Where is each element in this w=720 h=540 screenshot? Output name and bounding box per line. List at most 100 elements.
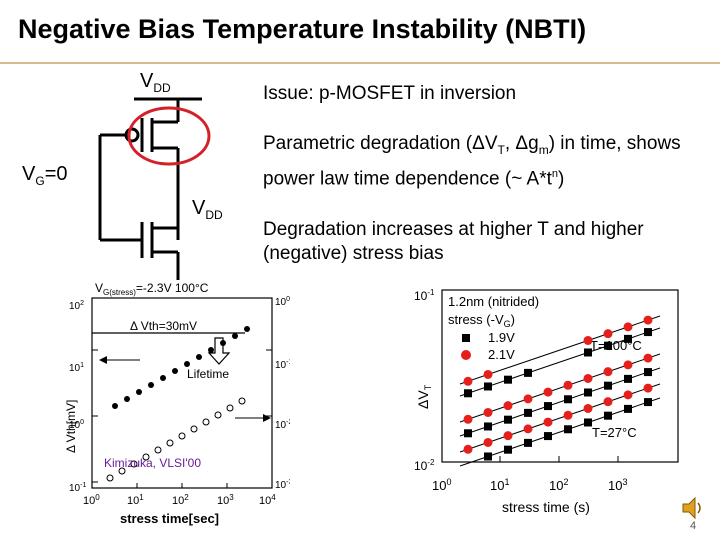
- rp-point-19v: [524, 438, 532, 447]
- lp-point-filled: [112, 403, 118, 409]
- svg-text:10-1: 10-1: [275, 359, 290, 371]
- rp-point-19v: [624, 334, 632, 343]
- bullet-degradation: Degradation increases at higher T and hi…: [263, 219, 644, 264]
- right-plot: 1.2nm (nitrided) stress (-VG) 1.9V 2.1V …: [414, 288, 679, 515]
- legend-19-marker: [462, 334, 470, 342]
- lp-series-filled: [112, 326, 250, 409]
- rp-point-19v: [504, 415, 512, 424]
- svg-text:10-3: 10-3: [275, 479, 290, 491]
- rp-point-21v: [463, 414, 473, 424]
- rp-point-21v: [463, 444, 473, 454]
- rp-point-19v: [644, 328, 652, 337]
- left-arrow-icon: [99, 356, 107, 364]
- rp-point-19v: [464, 389, 472, 398]
- rp-point-19v: [484, 382, 492, 391]
- lp-point-filled: [232, 333, 238, 339]
- rp-point-19v: [544, 402, 552, 411]
- rp-point-19v: [564, 425, 572, 434]
- rp-point-21v: [583, 403, 593, 413]
- vdd-mid-label: VDD: [192, 197, 223, 222]
- rp-point-19v: [584, 388, 592, 397]
- svg-text:102: 102: [69, 300, 84, 312]
- svg-text:10-2: 10-2: [275, 419, 290, 431]
- rp-point-21v: [603, 329, 613, 339]
- rp-point-19v: [524, 408, 532, 417]
- rp-point-21v: [643, 315, 653, 325]
- left-plot-header: VG(stress)=-2.3V 100°C: [95, 281, 209, 297]
- legend-21-label: 2.1V: [488, 347, 515, 362]
- lp-point-open: [130, 460, 138, 468]
- lp-point-open: [154, 446, 162, 454]
- svg-text:102: 102: [549, 477, 568, 493]
- legend-title-2: stress (-VG): [448, 312, 515, 329]
- rp-point-19v: [624, 404, 632, 413]
- slide-title: Negative Bias Temperature Instability (N…: [18, 14, 587, 44]
- rp-point-21v: [463, 376, 473, 386]
- lp-point-open: [202, 418, 210, 426]
- lp-point-open: [190, 425, 198, 433]
- rp-point-21v: [623, 390, 633, 400]
- rp-point-21v: [583, 335, 593, 345]
- right-plot-xticks: 100 101 102 103: [432, 477, 627, 493]
- temp-high-label: T=100°C: [590, 338, 642, 353]
- lp-point-filled: [172, 368, 178, 374]
- svg-text:100: 100: [432, 477, 451, 493]
- rp-point-21v: [563, 410, 573, 420]
- rp-point-19v: [604, 341, 612, 350]
- svg-text:10-2: 10-2: [414, 458, 435, 473]
- right-plot-yticks: 10-1 10-2: [414, 288, 435, 473]
- rp-point-19v: [484, 452, 492, 461]
- lp-point-open: [214, 411, 222, 419]
- rp-point-21v: [623, 322, 633, 332]
- rp-point-21v: [603, 367, 613, 377]
- rp-point-19v: [564, 395, 572, 404]
- rp-point-21v: [543, 417, 553, 427]
- left-plot-ylabel: Δ Vth[mV]: [64, 400, 78, 453]
- rp-point-19v: [544, 432, 552, 441]
- rp-point-19v: [584, 348, 592, 357]
- svg-text:100: 100: [83, 493, 100, 507]
- rp-point-21v: [483, 369, 493, 379]
- rp-point-21v: [523, 424, 533, 434]
- bullet-parametric: Parametric degradation (ΔVT, Δgm) in tim…: [263, 133, 681, 190]
- vg-label: VG=0: [22, 163, 68, 188]
- svg-text:103: 103: [608, 477, 627, 493]
- svg-text:101: 101: [69, 362, 84, 374]
- right-plot-xlabel: stress time (s): [502, 499, 590, 515]
- lp-point-filled: [208, 347, 214, 353]
- svg-text:100: 100: [69, 419, 84, 431]
- lp-point-filled: [196, 354, 202, 360]
- citation: Kimizuka, VLSI'00: [104, 456, 202, 470]
- lp-point-open: [178, 432, 186, 440]
- svg-text:104: 104: [259, 493, 276, 507]
- right-plot-ylabel: ΔVT: [415, 384, 433, 409]
- left-plot-xlabel: stress time[sec]: [120, 511, 219, 526]
- lp-point-open: [106, 474, 114, 482]
- lp-point-filled: [220, 340, 226, 346]
- lp-point-filled: [136, 389, 142, 395]
- rp-point-21v: [503, 401, 513, 411]
- lp-point-filled: [160, 375, 166, 381]
- left-plot-right-ticks: 100 10-1 10-2 10-3: [275, 296, 290, 491]
- temp-low-label: T=27°C: [592, 425, 637, 440]
- rp-point-19v: [504, 445, 512, 454]
- speaker-icon[interactable]: [680, 495, 706, 521]
- rp-point-19v: [624, 374, 632, 383]
- rp-point-19v: [504, 375, 512, 384]
- legend-19-label: 1.9V: [488, 330, 515, 345]
- rp-point-21v: [503, 431, 513, 441]
- legend-21-marker: [461, 350, 471, 360]
- rp-point-21v: [643, 353, 653, 363]
- rp-point-19v: [604, 411, 612, 420]
- lp-point-open: [238, 397, 246, 405]
- right-plot-frame: [441, 289, 679, 463]
- rp-point-21v: [483, 437, 493, 447]
- left-plot: VG(stress)=-2.3V 100°C Δ Vth=30mV Lifeti…: [64, 281, 290, 526]
- rp-point-19v: [524, 368, 532, 377]
- inverter-schematic: [98, 97, 211, 280]
- lp-point-open: [142, 453, 150, 461]
- lp-point-filled: [244, 326, 250, 332]
- rp-point-19v: [464, 429, 472, 438]
- lp-series-open: [106, 397, 246, 482]
- rp-point-19v: [604, 381, 612, 390]
